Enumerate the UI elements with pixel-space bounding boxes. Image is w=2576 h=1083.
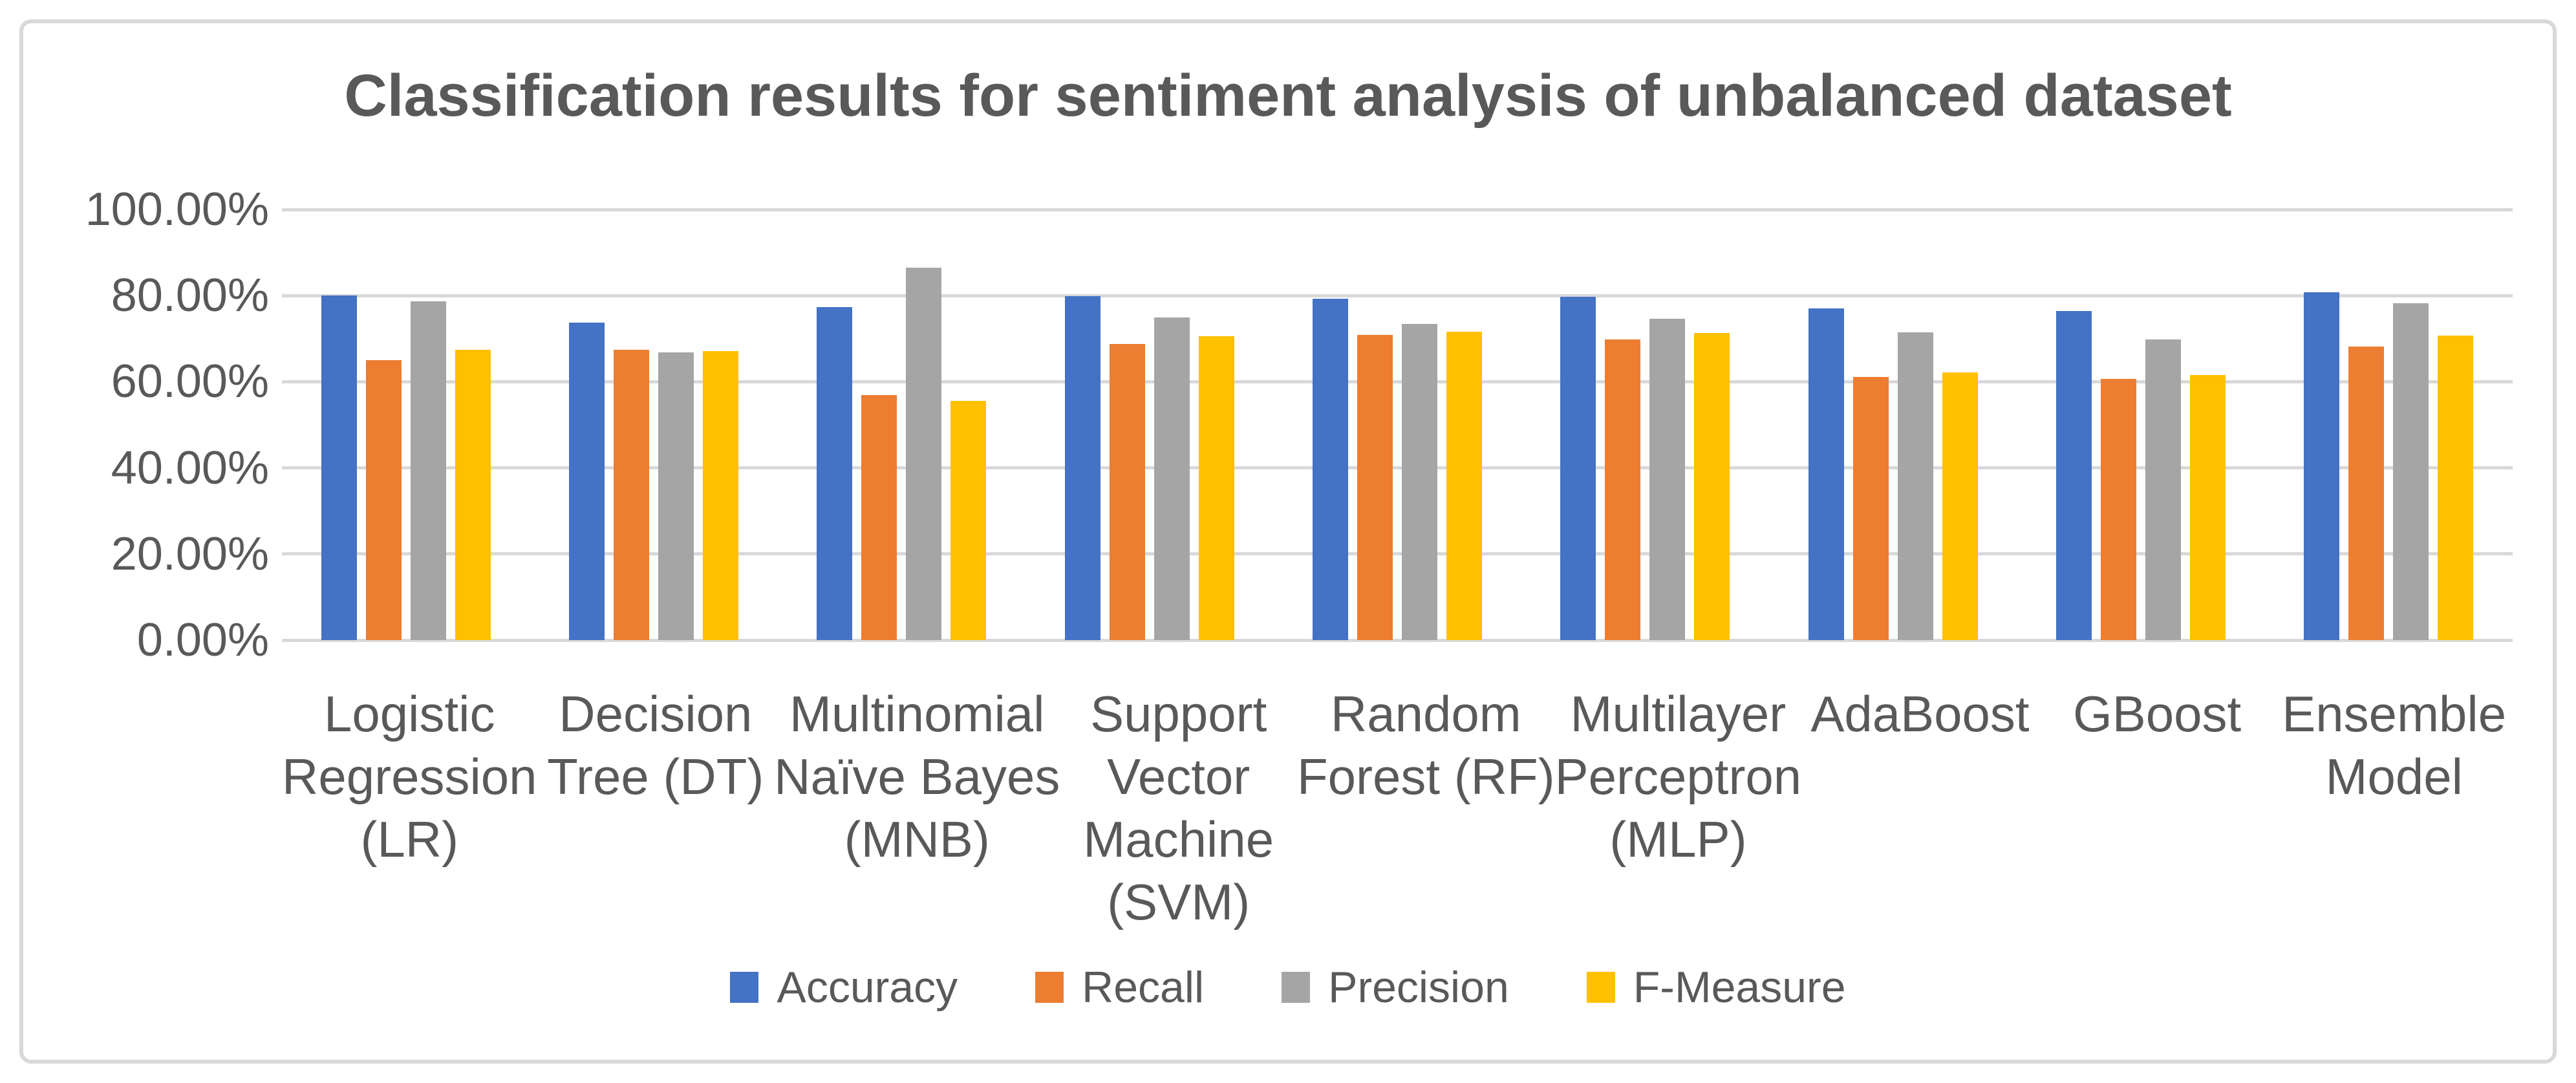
bar-accuracy	[1064, 295, 1100, 640]
legend-label: Precision	[1328, 963, 1509, 1012]
bar-precision	[1401, 324, 1437, 640]
x-axis-labels: Logistic Regression (LR) Decision Tree (D…	[282, 683, 2513, 934]
gridline	[282, 638, 2513, 642]
gridline	[282, 380, 2513, 383]
legend-item-f-measure: F-Measure	[1586, 962, 1846, 1013]
bar-group-multilayer	[1521, 209, 1769, 640]
bar-accuracy	[1560, 296, 1596, 640]
legend-item-recall: Recall	[1035, 962, 1204, 1013]
category-label: Logistic Regression (LR)	[282, 685, 537, 868]
bar-recall	[1357, 335, 1393, 640]
category-label: Random Forest (RF)	[1296, 685, 1555, 805]
bars-layer	[282, 209, 2513, 640]
category-label: Ensemble Model	[2282, 685, 2507, 805]
legend-swatch-f-measure	[1586, 972, 1615, 1003]
bar-recall	[1109, 344, 1145, 640]
bar-group-gboost	[2017, 209, 2264, 640]
bar-accuracy	[1312, 298, 1348, 640]
category-label: Multilayer Perceptron (MLP)	[1554, 685, 1802, 868]
bar-precision	[1897, 332, 1933, 640]
gridline	[282, 208, 2513, 211]
legend-swatch-recall	[1035, 972, 1064, 1003]
bar-group-decision	[530, 209, 777, 640]
bar-f-measure	[2189, 374, 2226, 640]
bar-group-support	[1025, 209, 1273, 640]
bar-accuracy	[2304, 292, 2340, 640]
legend: Accuracy Recall Precision F-Measure	[23, 962, 2553, 1013]
legend-swatch-accuracy	[730, 972, 759, 1003]
bar-f-measure	[1446, 332, 1482, 640]
bar-precision	[410, 301, 446, 640]
bar-f-measure	[950, 400, 987, 640]
bar-precision	[658, 352, 694, 640]
bar-accuracy	[817, 306, 853, 640]
bar-precision	[2393, 303, 2429, 640]
legend-label: Recall	[1082, 963, 1205, 1012]
bar-recall	[613, 350, 649, 640]
bar-group-random	[1273, 209, 1521, 640]
bar-f-measure	[1942, 372, 1978, 640]
bar-group-ensemble	[2265, 209, 2513, 640]
chart-title: Classification results for sentiment ana…	[344, 63, 2232, 129]
bar-precision	[906, 267, 942, 640]
y-axis-tick-label: 40.00%	[111, 442, 269, 494]
bar-f-measure	[2438, 336, 2474, 640]
bar-f-measure	[702, 351, 738, 640]
bar-f-measure	[1198, 336, 1234, 640]
category-label: Multinomial Naïve Bayes (MNB)	[774, 685, 1060, 868]
plot-area	[282, 208, 2513, 642]
bar-precision	[1649, 319, 1686, 640]
bar-recall	[2100, 378, 2136, 640]
category-label: Support Vector Machine (SVM)	[1083, 685, 1274, 930]
legend-label: F-Measure	[1633, 963, 1846, 1012]
chart-frame: Classification results for sentiment ana…	[19, 19, 2557, 1064]
y-axis-tick-label: 100.00%	[85, 184, 269, 235]
bar-precision	[2145, 339, 2181, 640]
category-label: Decision Tree (DT)	[547, 685, 764, 805]
bar-accuracy	[568, 322, 605, 640]
bar-group-logistic	[282, 209, 530, 640]
category-label: GBoost	[2073, 685, 2242, 742]
bar-recall	[1852, 377, 1889, 640]
y-axis-tick-label: 80.00%	[111, 270, 269, 322]
category-label: AdaBoost	[1810, 685, 2030, 742]
y-axis-tick-label: 0.00%	[136, 614, 269, 666]
y-axis: 0.00% 20.00% 40.00% 60.00% 80.00% 100.00%	[62, 184, 269, 666]
gridline	[282, 294, 2513, 297]
bar-f-measure	[1694, 333, 1730, 640]
bar-f-measure	[455, 350, 491, 640]
legend-item-precision: Precision	[1282, 962, 1509, 1013]
bar-accuracy	[2055, 310, 2092, 640]
gridline	[282, 552, 2513, 556]
bar-recall	[1605, 339, 1641, 640]
bar-recall	[365, 360, 402, 640]
legend-label: Accuracy	[777, 963, 958, 1012]
y-axis-tick-label: 20.00%	[111, 528, 269, 580]
bar-accuracy	[321, 295, 357, 640]
bar-group-adaboost	[1769, 209, 2017, 640]
legend-item-accuracy: Accuracy	[730, 962, 958, 1013]
bar-precision	[1154, 317, 1190, 640]
bar-recall	[2348, 347, 2385, 640]
bar-accuracy	[1808, 308, 1844, 640]
y-axis-tick-label: 60.00%	[111, 356, 269, 408]
bar-group-multinomial	[778, 209, 1025, 640]
bar-recall	[861, 395, 897, 640]
gridline	[282, 466, 2513, 470]
legend-swatch-precision	[1282, 972, 1311, 1003]
